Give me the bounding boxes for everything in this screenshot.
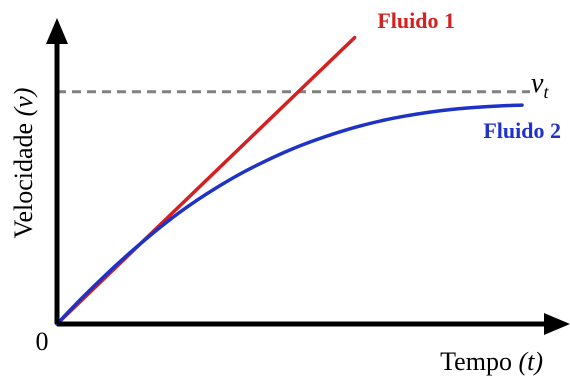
y-axis-label-text: Velocidade (9, 116, 38, 238)
x-axis-arrow (544, 313, 570, 335)
series-label-1: Fluido 1 (377, 8, 455, 33)
x-axis-label-var: (t) (518, 347, 543, 376)
terminal-velocity-symbol: v (531, 68, 544, 99)
x-axis-label-text: Tempo (440, 347, 518, 376)
origin-label: 0 (36, 327, 49, 356)
y-axis-label-var: (v) (9, 88, 38, 117)
y-axis-arrow (46, 18, 68, 44)
terminal-velocity-label: vt (531, 68, 549, 102)
series-label-2: Fluido 2 (483, 118, 561, 143)
y-axis-label: Velocidade (v) (9, 88, 38, 239)
terminal-velocity-subscript: t (543, 82, 549, 102)
x-axis-label: Tempo (t) (440, 347, 543, 376)
series-line-2 (55, 103, 524, 326)
